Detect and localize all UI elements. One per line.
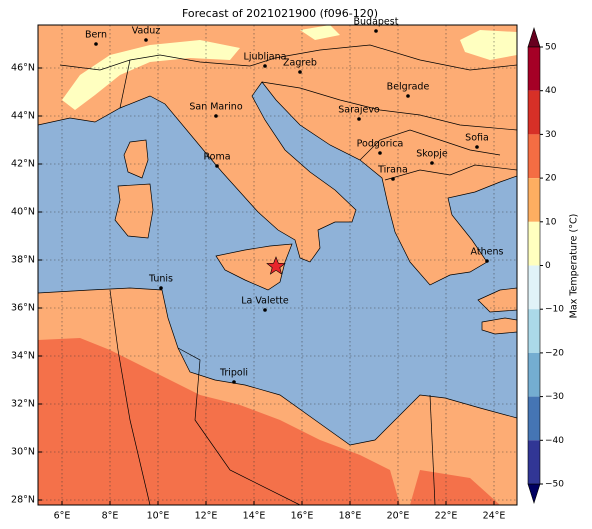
map-area	[38, 25, 517, 505]
y-tick-label: 40°N	[11, 207, 35, 218]
city-label: Sofia	[465, 133, 489, 144]
map-title: Forecast of 2021021900 (f096-120)	[182, 7, 378, 20]
city-dot	[485, 259, 489, 263]
city-label: San Marino	[189, 102, 242, 113]
cool-zone	[460, 30, 517, 60]
colorbar-tick-label: −30	[545, 392, 564, 402]
y-tick-label: 28°N	[11, 495, 35, 506]
colorbar-tick-label: −50	[545, 480, 564, 490]
colorbar: 50 40 30 20 10 0 −10 −20 −30 −40 −50	[527, 27, 564, 504]
y-tick-label: 42°N	[11, 159, 35, 170]
colorbar-tick-label: 30	[545, 130, 557, 140]
city-label: Sarajevo	[338, 105, 380, 116]
colorbar-segment	[528, 309, 540, 353]
city-dot	[298, 70, 302, 74]
colorbar-tick-label: 10	[545, 217, 557, 227]
city-dot	[94, 42, 98, 46]
colorbar-segment	[528, 440, 540, 484]
colorbar-tick-label: −40	[545, 436, 564, 446]
city-dot	[475, 145, 479, 149]
city-dot	[144, 38, 148, 42]
island	[481, 317, 517, 335]
x-tick-label: 8°E	[102, 511, 119, 522]
island	[215, 243, 293, 291]
x-tick-label: 14°E	[243, 511, 266, 522]
colorbar-tick-label: 40	[545, 86, 557, 96]
event-star	[266, 256, 286, 275]
x-tick-label: 10°E	[147, 511, 170, 522]
city-dot	[406, 94, 410, 98]
colorbar-segment	[528, 134, 540, 179]
colorbar-tick-label: −10	[545, 305, 564, 315]
city-dot	[263, 308, 267, 312]
island	[123, 139, 149, 179]
city-dot	[430, 161, 434, 165]
city-dot	[214, 114, 218, 118]
colorbar-segment	[528, 265, 540, 310]
x-tick-label: 24°E	[483, 511, 506, 522]
city-label: Zagreb	[283, 58, 317, 69]
map-frame	[37, 24, 518, 506]
x-tick-label: 22°E	[435, 511, 458, 522]
colorbar-segment	[528, 352, 540, 397]
colorbar-segment	[528, 221, 540, 266]
city-dot	[378, 151, 382, 155]
x-tick-label: 6°E	[54, 511, 71, 522]
axis-ticks: 6°E 8°E 10°E 12°E 14°E 16°E 18°E 20°E 22°E 24°E 28…	[11, 63, 505, 522]
x-tick-label: 12°E	[195, 511, 218, 522]
colorbar-tick-label: 20	[545, 174, 557, 184]
y-tick-label: 38°N	[11, 255, 35, 266]
y-tick-label: 32°N	[11, 399, 35, 410]
city-label: Belgrade	[387, 82, 430, 93]
cool-zone	[300, 25, 340, 40]
colorbar-tick-label: 50	[545, 43, 557, 53]
x-tick-label: 16°E	[291, 511, 314, 522]
x-tick-label: 20°E	[387, 511, 410, 522]
city-label: Roma	[203, 152, 230, 163]
x-tick-label: 18°E	[339, 511, 362, 522]
city-label: Vaduz	[132, 26, 161, 37]
city-dot	[357, 117, 361, 121]
city-dot	[391, 177, 395, 181]
city-dot	[263, 64, 267, 68]
city-label: Ljubljana	[244, 52, 287, 63]
city-dot	[159, 286, 163, 290]
city-dot	[374, 29, 378, 33]
borders	[59, 44, 517, 505]
colorbar-segment	[528, 396, 540, 441]
y-tick-label: 34°N	[11, 351, 35, 362]
y-tick-label: 30°N	[11, 447, 35, 458]
y-tick-label: 44°N	[11, 111, 35, 122]
hot-zone	[410, 470, 500, 505]
city-label: Tripoli	[219, 368, 248, 379]
city-label: Athens	[471, 247, 504, 258]
colorbar-segment	[528, 47, 540, 91]
colorbar-tick-label: 0	[545, 261, 551, 271]
y-tick-label: 46°N	[11, 63, 35, 74]
colorbar-segment	[528, 90, 540, 135]
hot-zone	[38, 338, 400, 505]
colorbar-tick-label: −20	[545, 348, 564, 358]
city-label: Tunis	[148, 274, 173, 285]
colorbar-label: Max Temperature (°C)	[569, 214, 580, 319]
city-label: Bern	[85, 30, 107, 41]
city-label: La Valette	[241, 296, 289, 307]
island	[477, 287, 517, 313]
y-tick-label: 36°N	[11, 303, 35, 314]
graticule	[38, 25, 517, 505]
cool-zone	[62, 40, 240, 110]
city-dot	[232, 380, 236, 384]
city-label: Tirana	[377, 165, 408, 176]
colorbar-extend	[527, 483, 541, 504]
colorbar-extend	[527, 27, 541, 48]
island	[114, 183, 154, 239]
city-label: Budapest	[354, 17, 399, 28]
city-dot	[215, 164, 219, 168]
colorbar-segment	[528, 178, 540, 222]
city-label: Podgorica	[357, 139, 404, 150]
city-label: Skopje	[416, 149, 448, 160]
